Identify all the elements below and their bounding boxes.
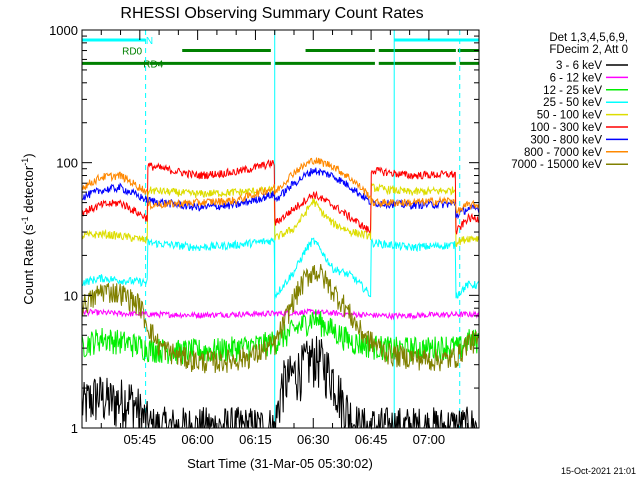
legend-label: 100 - 300 keV [530,122,602,134]
series-line-100-300-kev [81,159,480,235]
series-line-6-12-kev [81,308,480,321]
x-tick-label: 06:00 [181,432,214,447]
y-axis-title-part-2: -1 [20,216,30,224]
footer-timestamp: 15-Oct-2021 21:01 [561,466,636,476]
x-tick-label: 05:45 [124,432,157,447]
data-series [81,157,480,430]
series-line-7000-15000-kev [81,264,480,374]
y-axis-title-part-4: -1 [20,158,30,166]
series-line-12-25-kev [81,309,480,365]
legend-label: 3 - 6 keV [556,60,602,72]
legend-label: 7000 - 15000 keV [511,159,602,171]
x-tick-label: 06:30 [297,432,330,447]
chart-title: RHESSI Observing Summary Count Rates [120,5,423,22]
legend-label: 6 - 12 keV [550,72,603,84]
state-bar-label: RD0 [122,47,142,58]
y-axis-title-part-3: detector [21,165,36,216]
legend-header-line-1: Det 1,3,4,5,6,9, [549,32,628,44]
y-axis-title-part-5: ) [21,153,36,157]
series-line-50-100-kev [81,182,480,248]
x-tick-label: 07:00 [413,432,446,447]
y-axis-title: Count Rate (s-1 detector-1) [20,153,36,304]
y-tick-label: 1000 [49,23,78,38]
axes: 1 10 100 1000 05:45 06:00 06:15 06:30 06:45 07:00 [49,23,479,447]
legend-label: 300 - 800 keV [530,134,602,146]
y-axis-title-part-1: Count Rate (s [21,224,36,305]
series-line-25-50-kev [81,237,480,299]
plot-frame [81,29,480,429]
x-axis-title: Start Time (31-Mar-05 05:30:02) [187,456,373,471]
legend-label: 800 - 7000 keV [524,147,602,159]
x-tick-label: 06:45 [355,432,388,447]
state-bar-label: RD4 [143,59,163,70]
y-tick-label: 10 [64,288,78,303]
legend-label: 25 - 50 keV [543,97,602,109]
state-bar-label: N [146,36,153,47]
x-tick-label: 06:15 [239,432,272,447]
legend-header-line-2: FDecim 2, Att 0 [549,44,628,56]
legend: Det 1,3,4,5,6,9, FDecim 2, Att 0 3 - 6 k… [511,32,628,171]
legend-label: 12 - 25 keV [543,85,602,97]
y-tick-label: 100 [56,156,78,171]
y-tick-label: 1 [71,421,78,436]
legend-label: 50 - 100 keV [537,110,603,122]
series-line-800-7000-kev [81,157,480,215]
